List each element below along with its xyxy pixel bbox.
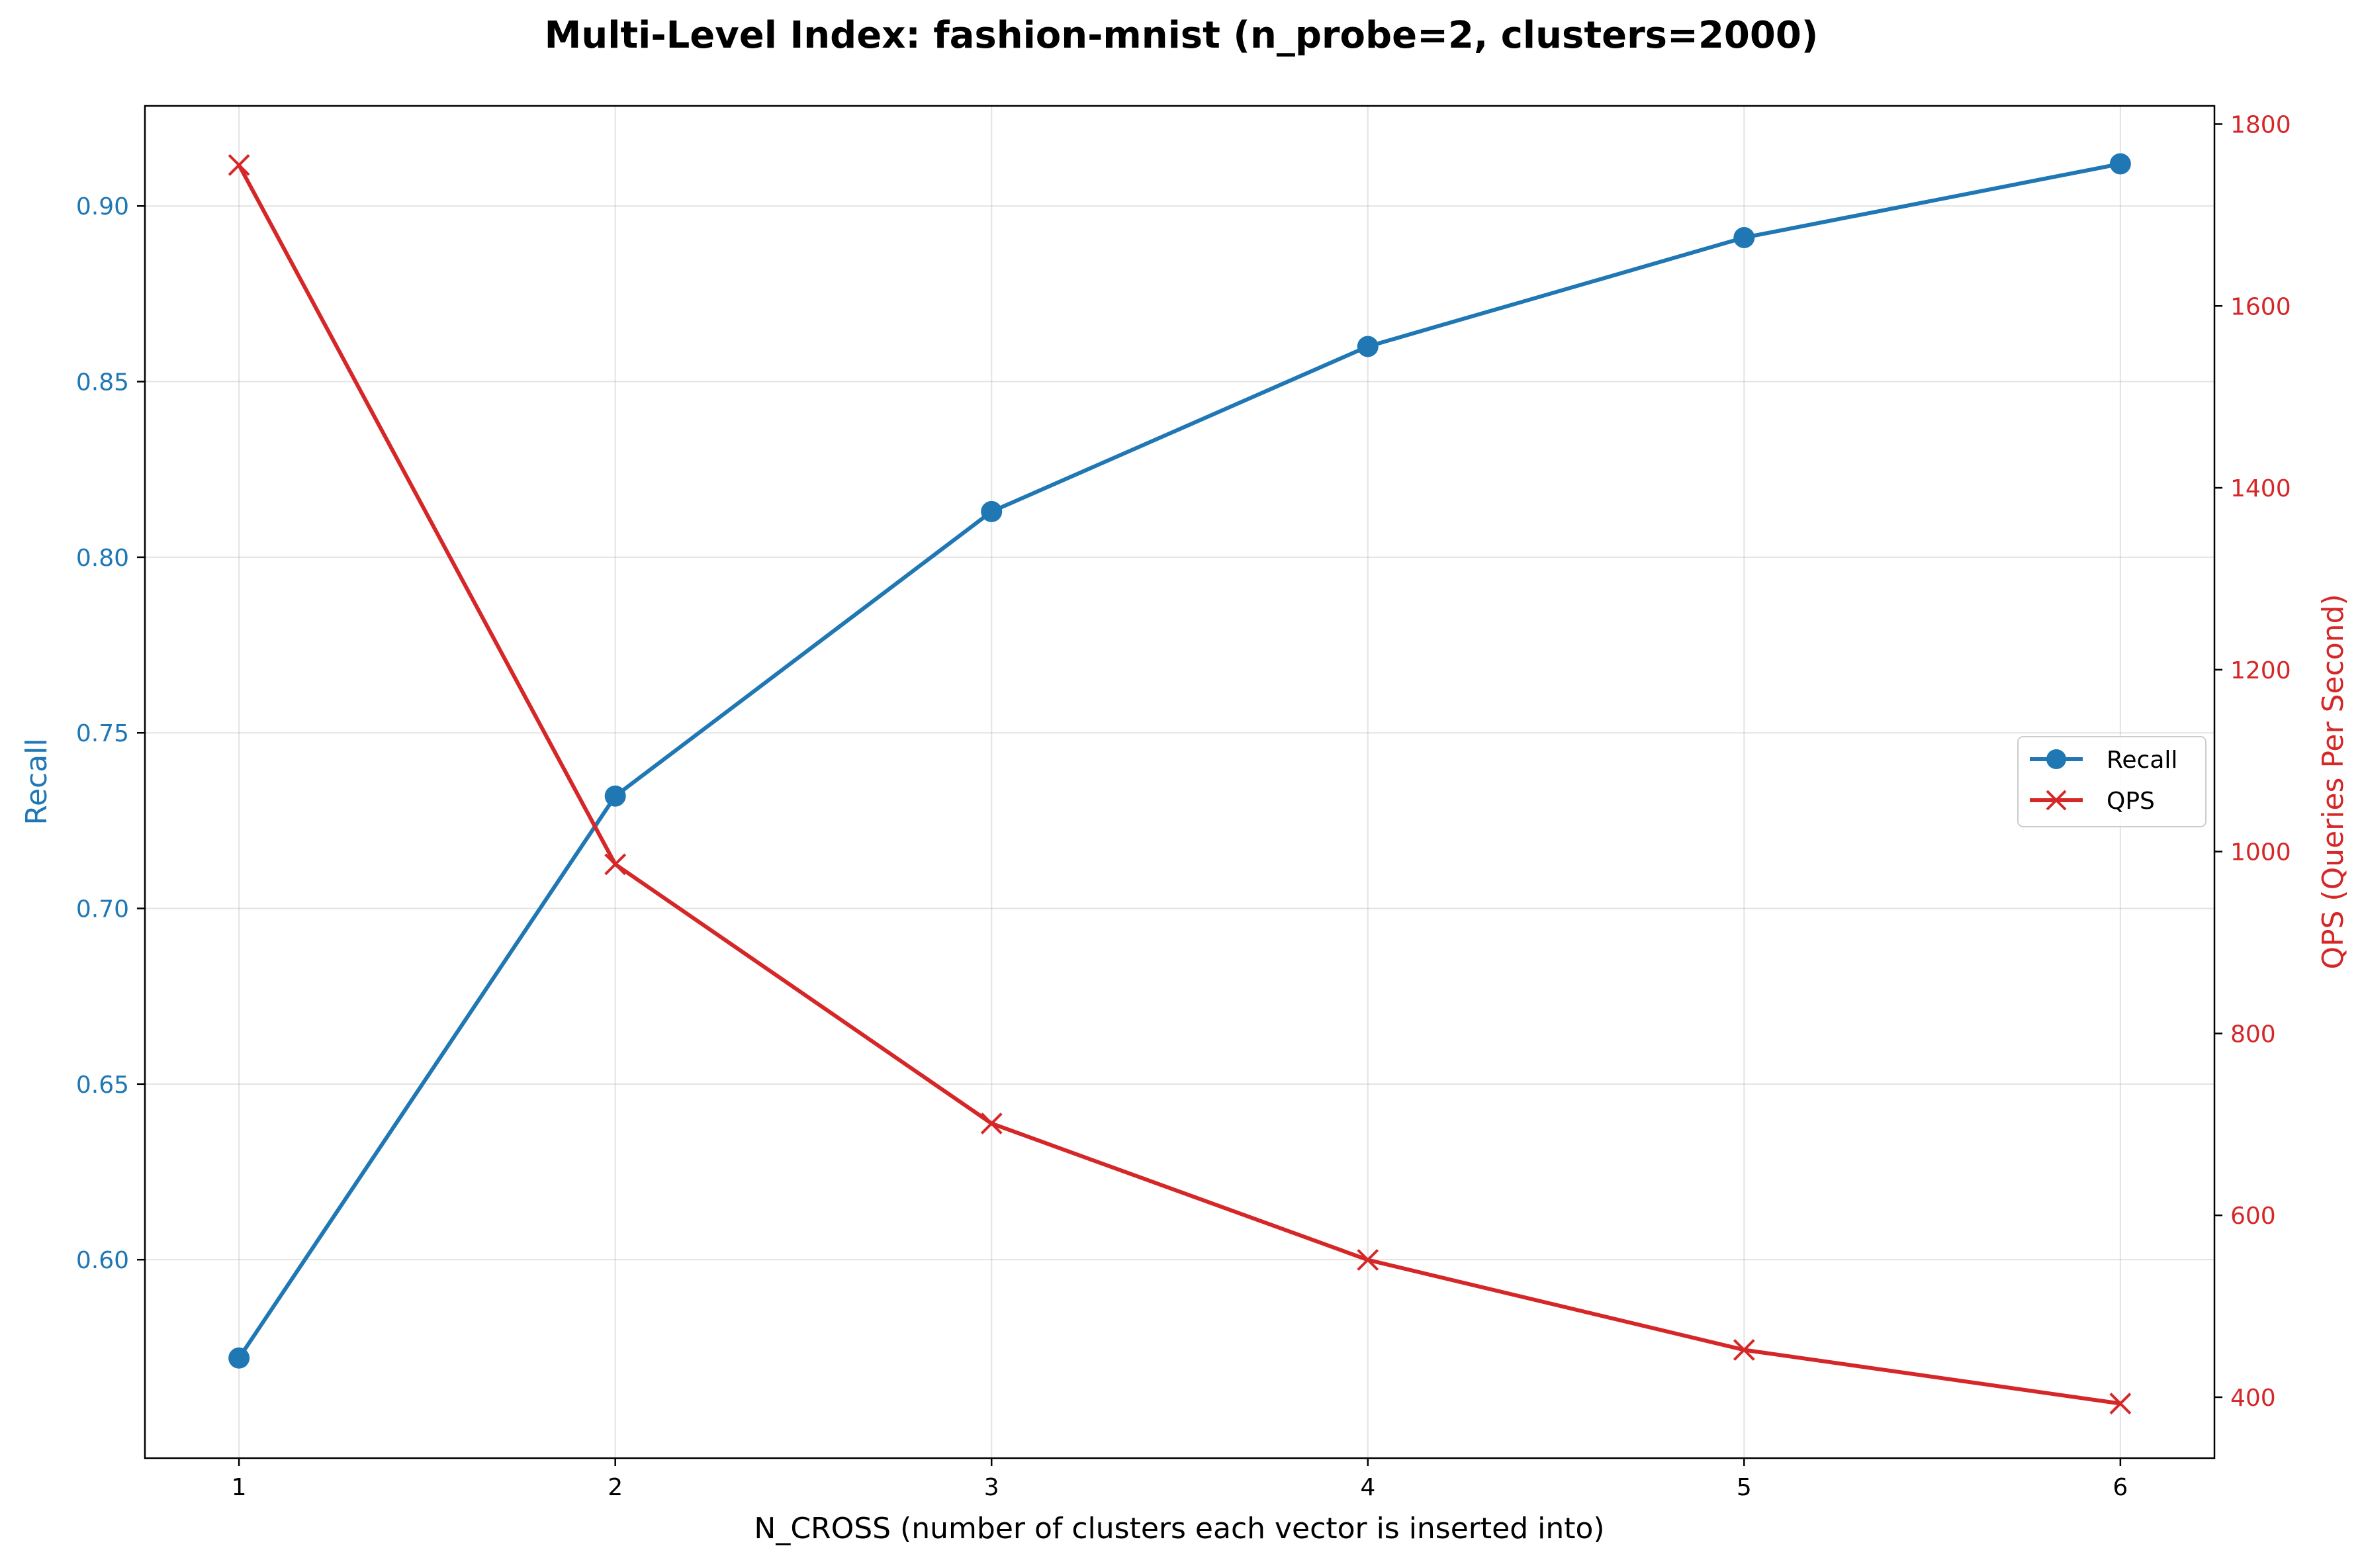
qps-point	[1357, 1249, 1379, 1271]
x-tick-label: 4	[1360, 1474, 1375, 1501]
left-tick-label: 0.90	[76, 193, 129, 220]
right-axis-label: QPS (Queries Per Second)	[2316, 594, 2350, 969]
legend-qps-label: QPS	[2107, 788, 2155, 815]
left-tick-label: 0.65	[76, 1072, 129, 1099]
legend-recall-marker	[2046, 749, 2066, 769]
x-axis: 1 2 3 4 5 6	[232, 1458, 2128, 1501]
recall-point	[2109, 153, 2131, 175]
left-tick-label: 0.75	[76, 720, 129, 747]
recall-point	[1357, 336, 1379, 357]
x-marker-stroke	[2109, 1393, 2132, 1414]
x-tick-label: 5	[1737, 1474, 1752, 1501]
left-tick-label: 0.70	[76, 896, 129, 923]
qps-point	[604, 853, 627, 876]
x-marker-stroke	[1357, 1249, 1379, 1271]
right-tick-label: 1400	[2230, 475, 2291, 502]
legend: Recall QPS	[2017, 736, 2207, 827]
x-marker-stroke	[2046, 790, 2067, 811]
x-tick-label: 3	[984, 1474, 999, 1501]
series	[228, 153, 2132, 1414]
right-tick-label: 1800	[2230, 111, 2291, 138]
left-axis: 0.60 0.65 0.70 0.75 0.80 0.85 0.90	[76, 193, 145, 1274]
qps-line	[237, 163, 2121, 1406]
left-tick-label: 0.60	[76, 1247, 129, 1274]
x-tick-label: 2	[608, 1474, 623, 1501]
qps-point	[228, 154, 250, 176]
qps-point	[980, 1112, 1003, 1134]
chart-title: Multi-Level Index: fashion-mnist (n_prob…	[545, 14, 1819, 57]
recall-line	[237, 161, 2121, 1360]
right-tick-label: 1000	[2230, 839, 2291, 866]
x-tick-label: 1	[232, 1474, 247, 1501]
right-tick-label: 1200	[2230, 657, 2291, 684]
right-tick-label: 800	[2230, 1021, 2276, 1048]
right-tick-label: 400	[2230, 1385, 2276, 1412]
left-tick-label: 0.85	[76, 369, 129, 396]
qps-series	[228, 154, 2132, 1414]
x-marker-stroke	[604, 853, 627, 876]
legend-recall-label: Recall	[2107, 747, 2177, 774]
left-tick-label: 0.80	[76, 545, 129, 572]
qps-point	[2109, 1393, 2132, 1414]
recall-point	[981, 500, 1003, 522]
right-tick-label: 1600	[2230, 293, 2291, 320]
recall-point	[228, 1347, 250, 1369]
plot-area-frame	[144, 105, 2216, 1459]
right-tick-label: 600	[2230, 1203, 2276, 1230]
x-tick-label: 6	[2113, 1474, 2128, 1501]
left-axis-label: Recall	[20, 738, 54, 825]
x-marker-stroke	[228, 154, 250, 176]
legend-qps-marker	[2046, 790, 2067, 811]
recall-point	[1733, 226, 1755, 248]
x-marker-stroke	[1733, 1339, 1755, 1361]
x-marker-stroke	[980, 1112, 1003, 1134]
right-axis: 400 600 800 1000 1200 1400 1600 1800	[2214, 111, 2291, 1412]
recall-point	[604, 785, 626, 807]
x-axis-label: N_CROSS (number of clusters each vector …	[754, 1512, 1604, 1545]
recall-series	[228, 153, 2131, 1369]
qps-point	[1733, 1339, 1755, 1361]
